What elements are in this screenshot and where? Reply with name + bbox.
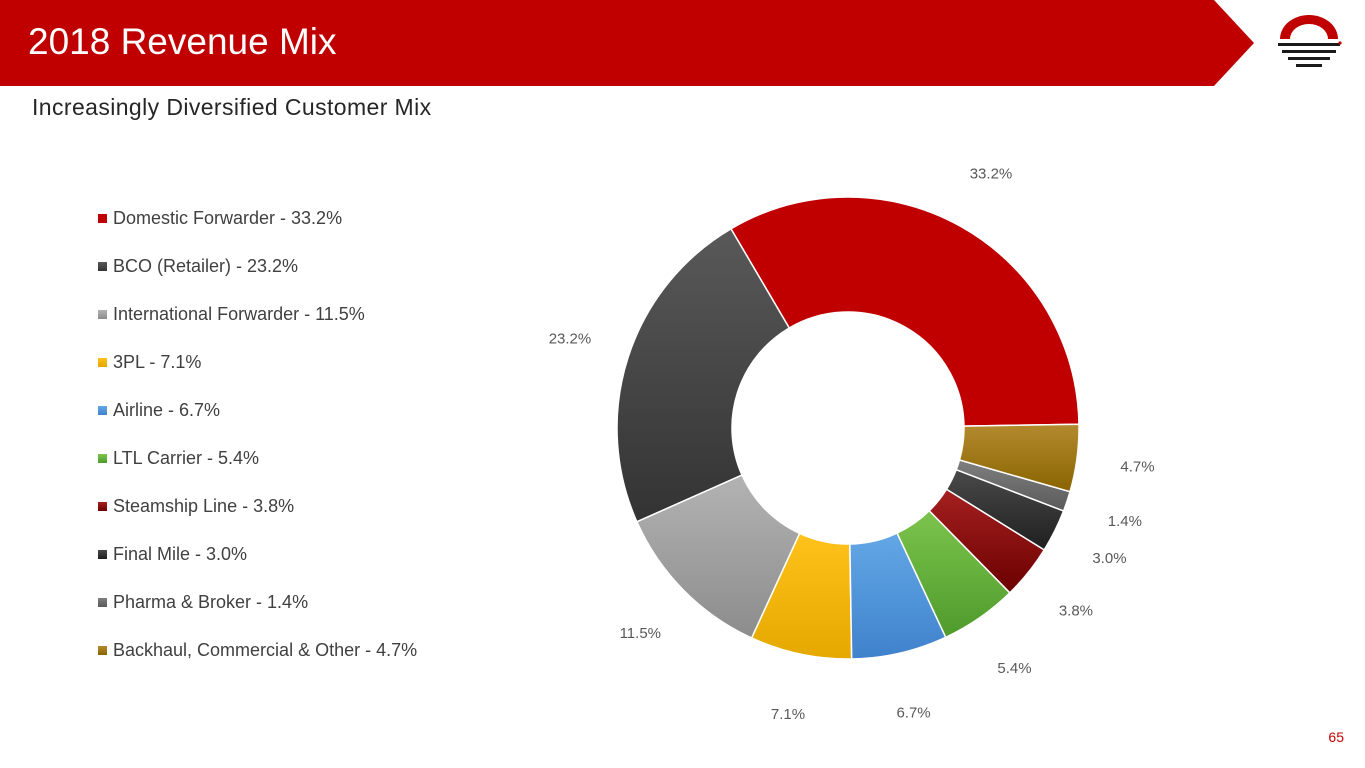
legend-item: Steamship Line - 3.8% xyxy=(98,494,294,518)
slice-data-label: 23.2% xyxy=(549,331,592,348)
legend-label: LTL Carrier - 5.4% xyxy=(113,447,260,468)
slice-data-label: 5.4% xyxy=(997,660,1031,677)
legend-swatch xyxy=(98,357,107,367)
legend-swatch xyxy=(98,213,107,223)
donut-slice xyxy=(616,227,791,523)
logo-sun-arc xyxy=(1280,15,1338,39)
legend-item: Domestic Forwarder - 33.2% xyxy=(98,206,342,230)
slice-data-label: 11.5% xyxy=(620,625,661,642)
legend-item: International Forwarder - 11.5% xyxy=(98,302,365,326)
legend-item: Pharma & Broker - 1.4% xyxy=(98,590,308,614)
slice-data-label: 33.2% xyxy=(970,165,1013,182)
logo-line-4 xyxy=(1296,64,1322,67)
title-banner: 2018 Revenue Mix xyxy=(0,0,1260,86)
logo-line-3 xyxy=(1288,57,1330,60)
legend-item: Airline - 6.7% xyxy=(98,398,220,422)
legend-swatch xyxy=(98,309,107,319)
legend-swatch xyxy=(98,549,107,559)
slice-data-label: 3.8% xyxy=(1059,603,1093,620)
legend-label: Backhaul, Commercial & Other - 4.7% xyxy=(113,639,418,660)
slice-data-label: 4.7% xyxy=(1120,458,1154,475)
legend-item: 3PL - 7.1% xyxy=(98,350,201,374)
legend-item: Final Mile - 3.0% xyxy=(98,542,247,566)
slice-data-label: 6.7% xyxy=(896,705,930,722)
legend-label: Pharma & Broker - 1.4% xyxy=(113,591,309,612)
legend-label: 3PL - 7.1% xyxy=(113,351,202,372)
legend-swatch xyxy=(98,261,107,271)
legend-item: BCO (Retailer) - 23.2% xyxy=(98,254,298,278)
legend-swatch xyxy=(98,453,107,463)
slice-data-label: 7.1% xyxy=(771,706,805,723)
legend-label: Steamship Line - 3.8% xyxy=(113,495,295,516)
donut-slice xyxy=(958,423,1080,493)
legend-label: Airline - 6.7% xyxy=(113,399,221,420)
logo-line-2 xyxy=(1282,50,1336,53)
legend-item: LTL Carrier - 5.4% xyxy=(98,446,259,470)
page-title: 2018 Revenue Mix xyxy=(28,21,337,62)
legend-swatch xyxy=(98,645,107,655)
data-labels: 33.2% 23.2% 11.5% 7.1% 6.7% 5.4% 3.8% 3.0% 1.4% 4… xyxy=(549,165,1155,722)
legend-swatch xyxy=(98,501,107,511)
banner-shape xyxy=(0,0,1254,86)
slice-data-label: 1.4% xyxy=(1108,513,1142,530)
page-number: 65 xyxy=(1328,729,1344,745)
legend-label: International Forwarder - 11.5% xyxy=(113,303,365,324)
banner-arrow xyxy=(0,0,1254,86)
legend-label: BCO (Retailer) - 23.2% xyxy=(113,255,299,276)
legend-swatch xyxy=(98,405,107,415)
horizon-sun-logo-icon xyxy=(1278,15,1342,67)
logo-line-1 xyxy=(1278,43,1340,46)
legend-item: Backhaul, Commercial & Other - 4.7% xyxy=(98,638,417,662)
donut-slice xyxy=(729,196,1080,427)
page-subtitle: Increasingly Diversified Customer Mix xyxy=(32,94,432,120)
logo-registered-mark xyxy=(1338,41,1342,45)
legend-label: Domestic Forwarder - 33.2% xyxy=(113,207,343,228)
legend-swatch xyxy=(98,597,107,607)
slice-data-label: 3.0% xyxy=(1092,550,1126,567)
legend-label: Final Mile - 3.0% xyxy=(113,543,248,564)
donut-slices xyxy=(616,196,1080,660)
